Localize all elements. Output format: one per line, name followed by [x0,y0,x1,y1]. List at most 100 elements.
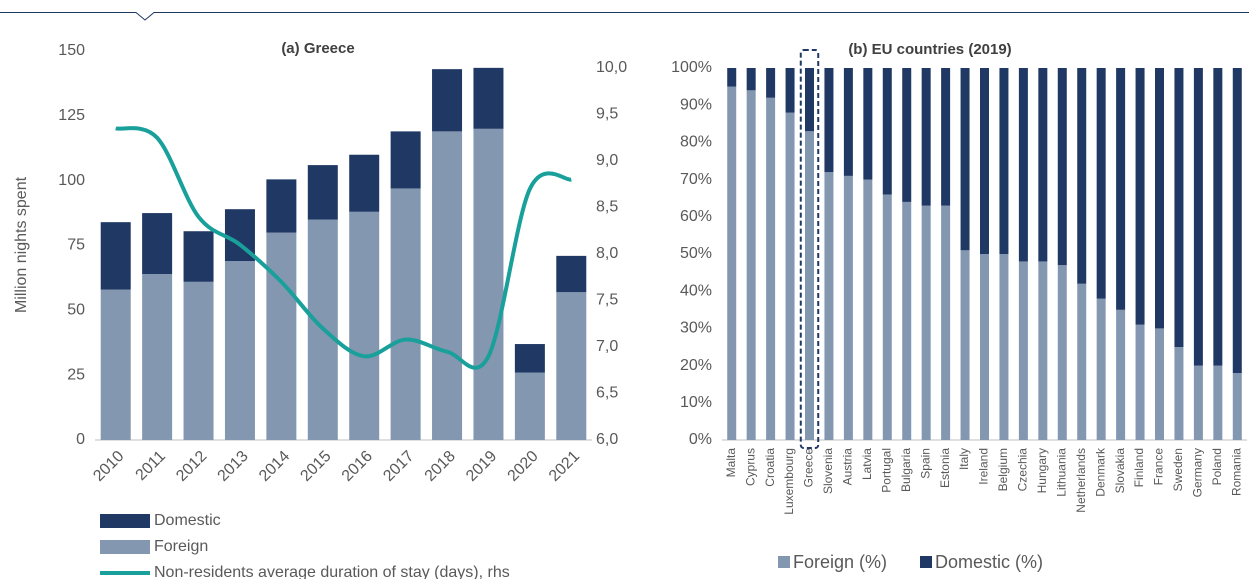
x-tick-label: Cyprus [743,448,757,486]
x-tick-label: France [1152,448,1166,486]
bar-segment [805,131,814,441]
bar-segment [980,68,989,254]
y2-tick-label: 9,0 [596,152,618,169]
bar-segment [1155,68,1164,329]
bar-segment [390,188,421,440]
y2-tick-label: 6,5 [596,385,618,402]
x-tick-label: Italy [957,448,971,470]
bar-segment [785,68,795,113]
x-tick-label: 2013 [215,448,252,485]
bar-segment [1213,68,1223,366]
y-tick-label: 100 [58,172,85,189]
y2-tick-label: 6,0 [596,431,618,448]
bar-segment [1135,68,1145,325]
bar-segment [1174,68,1184,347]
y-axis-label: Million nights spent [13,176,30,313]
x-tick-label: 2020 [504,448,541,485]
y-tick-label: 40% [680,282,712,299]
x-tick-label: 2018 [422,448,459,485]
y-tick-label: 70% [680,171,712,188]
x-tick-label: 2011 [133,448,169,484]
bar-segment [1155,328,1164,440]
bar-segment [902,201,912,440]
chart-title: (b) EU countries (2019) [848,41,1011,58]
y-tick-label: 10% [680,394,712,411]
legend-label: Domestic [154,512,221,529]
bar-segment [514,372,545,440]
x-tick-label: Ireland [977,448,991,485]
bar-segment [727,86,737,440]
bar-segment [960,68,970,251]
bar-segment [556,255,587,293]
bar-segment [1038,68,1048,262]
bar-segment [1232,373,1242,440]
x-tick-label: 2021 [546,448,583,485]
y-tick-label: 125 [58,107,85,124]
bar-segment [556,292,587,440]
legend-label: Domestic (%) [935,552,1043,572]
x-tick-label: 2019 [463,448,500,485]
y-tick-label: 75 [67,237,85,254]
x-tick-label: Hungary [1035,448,1049,493]
bar-segment [1077,68,1087,284]
bar-segment [1057,265,1067,440]
x-tick-label: 2010 [90,448,127,485]
bar-segment [514,344,545,373]
bar-segment [1193,365,1203,440]
y-tick-label: 80% [680,134,712,151]
x-tick-label: 2016 [339,448,376,485]
bar-segment [183,281,214,440]
x-tick-label: Slovenia [821,448,835,494]
bar-segment [1174,347,1184,440]
x-tick-label: Denmark [1093,447,1107,497]
bar-segment [999,254,1009,440]
bar-segment [142,213,173,275]
x-tick-label: Austria [841,448,855,486]
legend-swatch [100,514,150,528]
bar-segment [941,205,951,440]
bar-segment [1116,309,1126,440]
x-tick-label: Greece [802,448,816,488]
x-tick-label: Croatia [763,448,777,487]
x-tick-label: Poland [1210,448,1224,485]
bar-segment [1135,324,1145,440]
bar-segment [266,232,297,440]
bar-segment [882,194,892,440]
x-tick-label: Latvia [860,448,874,480]
x-tick-label: Germany [1191,448,1205,497]
bar-segment [183,231,214,282]
bar-segment [1057,68,1067,266]
y-tick-label: 50% [680,245,712,262]
bar-segment [390,131,421,189]
bar-segment [746,90,756,440]
y-tick-label: 30% [680,320,712,337]
y2-tick-label: 7,5 [596,292,618,309]
bar-segment [349,154,380,212]
y-tick-label: 0 [76,431,85,448]
bar-segment [473,128,504,441]
bar-segment [805,68,814,132]
bar-segment [307,165,338,220]
legend-label: Non-residents average duration of stay (… [154,564,510,579]
x-tick-label: Netherlands [1074,448,1088,513]
bar-segment [1096,68,1106,299]
bar-segment [432,69,463,132]
bar-segment [1232,68,1242,374]
x-tick-label: Czechia [1016,448,1030,492]
x-tick-label: Malta [724,448,738,478]
bar-segment [1038,261,1048,440]
y2-tick-label: 9,5 [596,106,618,123]
bar-segment [785,112,795,440]
y2-tick-label: 10,0 [596,59,627,76]
bar-segment [1018,68,1028,262]
bar-segment [999,68,1009,254]
legend-swatch [100,540,150,554]
y-tick-label: 25 [67,366,85,383]
x-tick-label: 2014 [256,448,293,485]
x-tick-label: Spain [918,448,932,479]
bar-segment [1116,68,1126,310]
bar-segment [863,179,873,440]
y-tick-label: 100% [671,59,712,76]
x-tick-label: Portugal [879,448,893,493]
